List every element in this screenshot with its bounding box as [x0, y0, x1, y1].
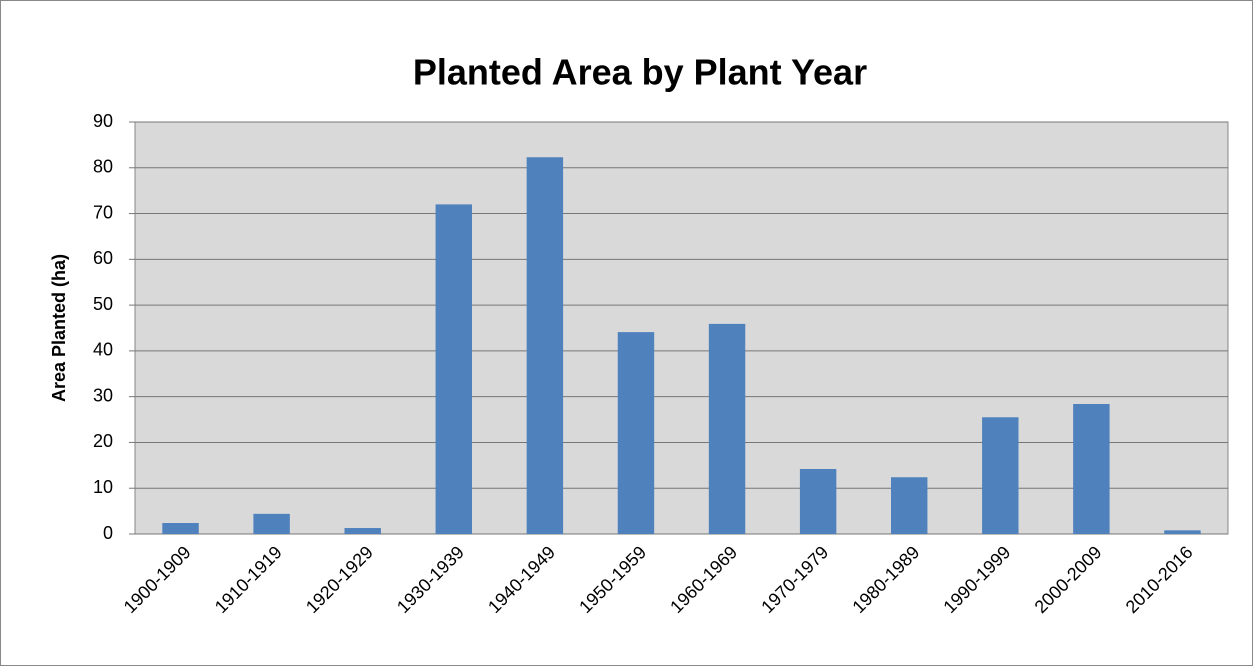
bar [1073, 403, 1110, 534]
y-tick-label: 0 [103, 523, 113, 543]
y-tick-label: 80 [93, 157, 113, 177]
chart-title: Planted Area by Plant Year [413, 52, 867, 93]
bar [890, 477, 928, 534]
y-tick-label: 30 [93, 385, 113, 405]
y-axis-label: Area Planted (ha) [49, 254, 69, 402]
bar [526, 157, 564, 534]
bar [344, 528, 381, 534]
y-tick-label: 20 [93, 431, 113, 451]
bar [1164, 530, 1201, 534]
y-tick-label: 10 [93, 477, 113, 497]
y-tick-label: 40 [93, 340, 113, 360]
y-tick-label: 50 [93, 294, 113, 314]
y-tick-label: 70 [93, 202, 113, 222]
plot-area [134, 121, 1229, 535]
bar [435, 204, 473, 534]
y-tick-label: 90 [93, 111, 113, 131]
bar [253, 513, 290, 534]
bar [799, 468, 837, 534]
y-tick-label: 60 [93, 248, 113, 268]
bar [708, 323, 746, 534]
bar [617, 332, 655, 534]
bar [162, 523, 199, 534]
bar [982, 417, 1019, 534]
